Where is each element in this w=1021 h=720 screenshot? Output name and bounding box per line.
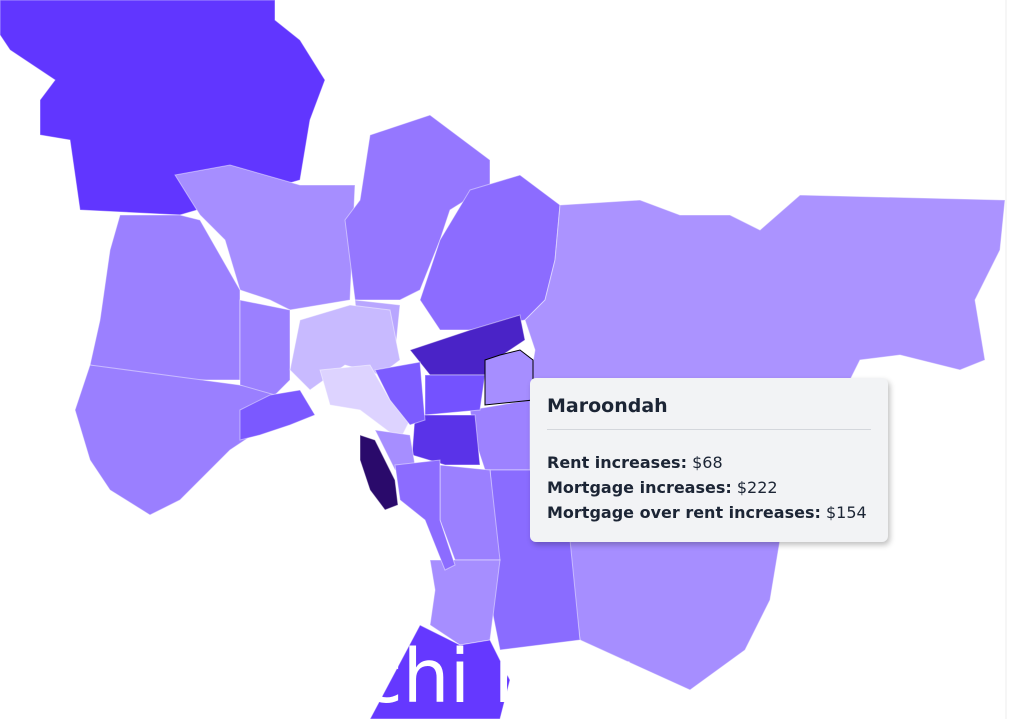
region	[524, 194, 1006, 381]
row-label: Mortgage increases:	[547, 478, 732, 497]
region-highlight[interactable]	[484, 349, 534, 406]
region	[359, 434, 399, 511]
region	[344, 114, 491, 301]
row-value: $222	[736, 478, 778, 497]
tooltip-row: Mortgage increases: $222	[547, 475, 871, 500]
region	[374, 361, 426, 426]
region	[394, 459, 456, 571]
row-label: Mortgage over rent increases:	[547, 503, 821, 522]
region	[411, 414, 481, 466]
region	[74, 364, 276, 516]
region	[239, 299, 291, 396]
region	[429, 559, 501, 646]
tooltip-rows: Rent increases: $68 Mortgage increases: $…	[547, 450, 871, 525]
region	[319, 364, 411, 441]
tooltip-title: Maroondah	[547, 395, 668, 417]
region	[89, 214, 241, 381]
overlay-text: chi m u	[362, 634, 637, 720]
tooltip-row: Rent increases: $68	[547, 450, 871, 475]
region	[239, 389, 316, 441]
region	[424, 374, 486, 416]
region	[369, 624, 511, 719]
region	[0, 0, 326, 216]
tooltip: Maroondah Rent increases: $68 Mortgage in…	[530, 378, 888, 542]
tooltip-row: Mortgage over rent increases: $154	[547, 500, 871, 525]
divider	[547, 429, 871, 430]
row-value: $68	[692, 453, 723, 472]
row-value: $154	[825, 503, 867, 522]
row-label: Rent increases:	[547, 453, 687, 472]
